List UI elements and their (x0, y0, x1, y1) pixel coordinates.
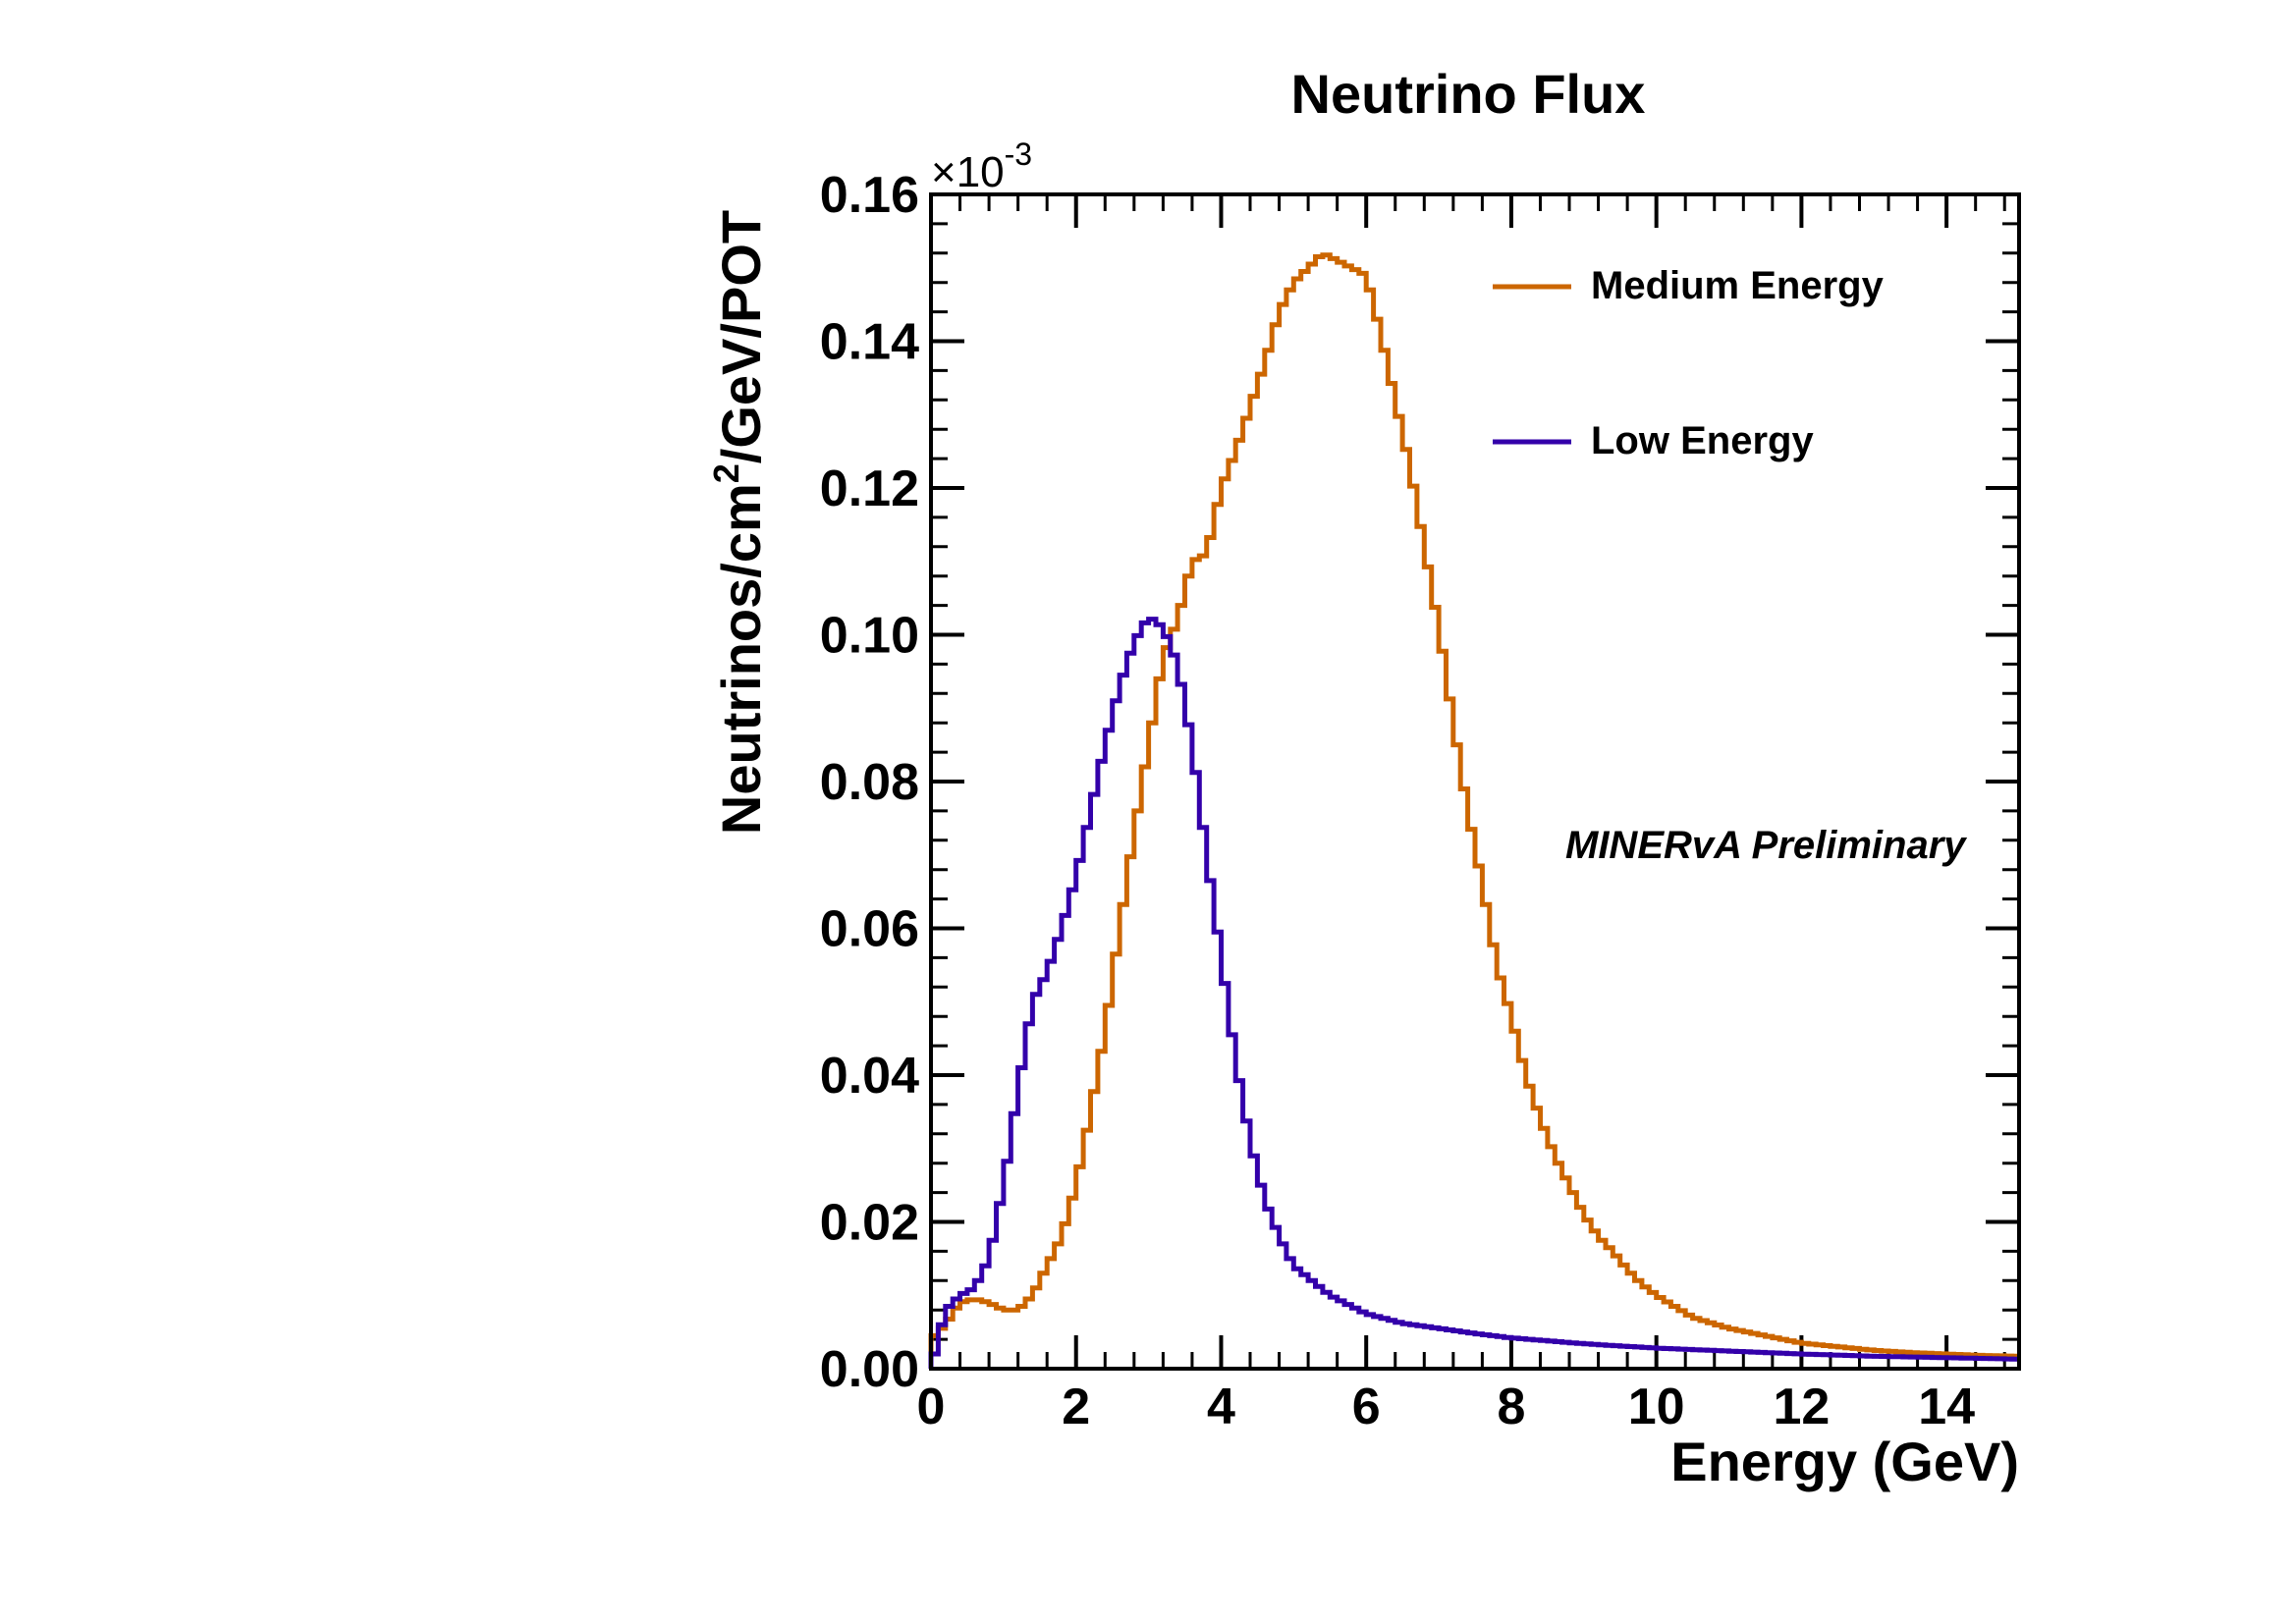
y-tick-label-1: 0.02 (820, 1195, 919, 1252)
y-tick-label-7: 0.14 (820, 314, 919, 371)
x-tick-label-12: 12 (1773, 1379, 1830, 1435)
y-tick-label-5: 0.10 (820, 608, 919, 665)
x-tick-label-14: 14 (1918, 1379, 1975, 1435)
y-axis-label-tail: /GeV/POT (710, 210, 772, 463)
svg-text:Neutrinos/cm2/GeV/POT: Neutrinos/cm2/GeV/POT (706, 210, 772, 835)
exponent-prefix: ×10 (931, 148, 1005, 196)
y-axis-label-superscript: 2 (706, 463, 746, 483)
legend-label-low-energy: Low Energy (1591, 419, 1814, 462)
y-tick-label-3: 0.06 (820, 901, 919, 958)
plot-frame (929, 192, 2021, 1371)
series-layer (928, 252, 2019, 1369)
series-line-medium-energy (928, 252, 2019, 1369)
x-tick-label-10: 10 (1628, 1379, 1685, 1435)
axis-ticks (929, 192, 2019, 1371)
legend-label-medium-energy: Medium Energy (1591, 264, 1885, 307)
x-tick-label-4: 4 (1207, 1379, 1235, 1435)
y-axis-label: Neutrinos/cm2/GeV/POT (706, 210, 772, 835)
y-tick-label-4: 0.08 (820, 754, 919, 811)
exponent-label: ×10-3 (931, 136, 1032, 196)
exponent-power: -3 (1005, 136, 1032, 172)
chart-title: Neutrino Flux (1291, 63, 1646, 125)
series-line-low-energy (928, 617, 2019, 1369)
y-tick-label-0: 0.00 (820, 1341, 919, 1398)
legend: Medium Energy Low Energy (1493, 264, 1885, 462)
y-axis-label-main: Neutrinos/cm (710, 483, 772, 835)
preliminary-annotation: MINERvA Preliminary (1565, 824, 1967, 867)
x-tick-label-2: 2 (1062, 1379, 1090, 1435)
x-tick-label-8: 8 (1497, 1379, 1525, 1435)
x-tick-label-6: 6 (1352, 1379, 1381, 1435)
y-tick-label-8: 0.16 (820, 167, 919, 224)
x-tick-label-0: 0 (917, 1379, 946, 1435)
x-axis-label: Energy (GeV) (1670, 1431, 2019, 1492)
y-tick-label-2: 0.04 (820, 1048, 919, 1105)
axis-tick-labels: 0 2 4 6 8 10 12 14 0.00 0.02 0.04 0.06 0.08 0.10 0.12 0… (820, 167, 1975, 1435)
y-tick-label-6: 0.12 (820, 460, 919, 517)
